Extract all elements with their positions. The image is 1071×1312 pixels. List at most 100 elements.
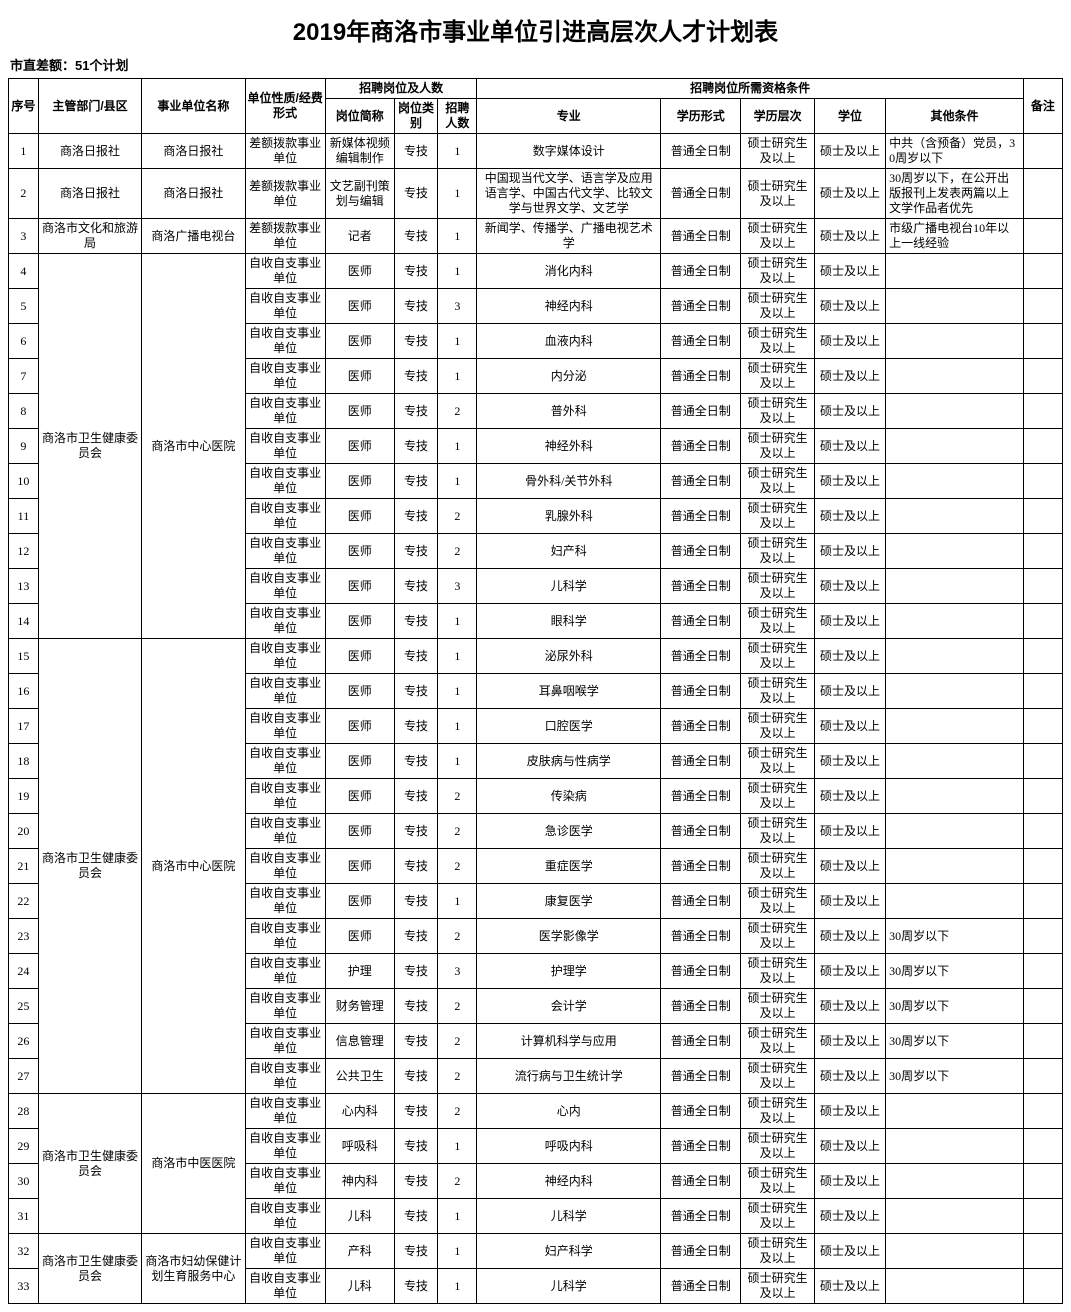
- cell-pos: 医师: [325, 884, 394, 919]
- cell-nature: 自收自支事业单位: [245, 954, 325, 989]
- cell-form: 普通全日制: [661, 604, 741, 639]
- cell-level: 硕士研究生及以上: [741, 1269, 814, 1304]
- cell-level: 硕士研究生及以上: [741, 359, 814, 394]
- cell-nature: 自收自支事业单位: [245, 394, 325, 429]
- cell-pos: 医师: [325, 534, 394, 569]
- cell-seq: 9: [9, 429, 39, 464]
- table-row: 1商洛日报社商洛日报社差额拨款事业单位新媒体视频编辑制作专技1数字媒体设计普通全…: [9, 134, 1063, 169]
- cell-note: [1023, 604, 1062, 639]
- cell-note: [1023, 534, 1062, 569]
- cell-count: 1: [438, 884, 477, 919]
- cell-form: 普通全日制: [661, 1164, 741, 1199]
- cell-pos: 医师: [325, 604, 394, 639]
- cell-other: 中共（含预备）党员，30周岁以下: [886, 134, 1024, 169]
- cell-major: 内分泌: [477, 359, 661, 394]
- cell-org: 商洛日报社: [142, 134, 245, 169]
- cell-other: [886, 604, 1024, 639]
- cell-org: 商洛日报社: [142, 169, 245, 219]
- cell-seq: 6: [9, 324, 39, 359]
- cell-degree: 硕士及以上: [814, 604, 885, 639]
- page-title: 2019年商洛市事业单位引进高层次人才计划表: [8, 12, 1063, 47]
- cell-degree: 硕士及以上: [814, 849, 885, 884]
- cell-major: 耳鼻咽喉学: [477, 674, 661, 709]
- th-edu-form: 学历形式: [661, 99, 741, 134]
- cell-level: 硕士研究生及以上: [741, 709, 814, 744]
- cell-other: [886, 1269, 1024, 1304]
- cell-level: 硕士研究生及以上: [741, 289, 814, 324]
- cell-ptype: 专技: [394, 1234, 438, 1269]
- cell-form: 普通全日制: [661, 289, 741, 324]
- cell-pos: 财务管理: [325, 989, 394, 1024]
- cell-degree: 硕士及以上: [814, 1269, 885, 1304]
- cell-count: 1: [438, 709, 477, 744]
- cell-form: 普通全日制: [661, 1234, 741, 1269]
- cell-degree: 硕士及以上: [814, 884, 885, 919]
- cell-major: 儿科学: [477, 1269, 661, 1304]
- cell-note: [1023, 709, 1062, 744]
- cell-other: [886, 499, 1024, 534]
- cell-seq: 25: [9, 989, 39, 1024]
- cell-pos: 医师: [325, 919, 394, 954]
- cell-degree: 硕士及以上: [814, 919, 885, 954]
- cell-ptype: 专技: [394, 674, 438, 709]
- cell-major: 新闻学、传播学、广播电视艺术学: [477, 219, 661, 254]
- cell-level: 硕士研究生及以上: [741, 219, 814, 254]
- cell-ptype: 专技: [394, 954, 438, 989]
- th-dept: 主管部门/县区: [38, 79, 141, 134]
- cell-level: 硕士研究生及以上: [741, 394, 814, 429]
- cell-org: 商洛市中心医院: [142, 254, 245, 639]
- cell-form: 普通全日制: [661, 394, 741, 429]
- cell-form: 普通全日制: [661, 1199, 741, 1234]
- cell-count: 1: [438, 639, 477, 674]
- cell-ptype: 专技: [394, 254, 438, 289]
- cell-seq: 11: [9, 499, 39, 534]
- cell-degree: 硕士及以上: [814, 254, 885, 289]
- cell-form: 普通全日制: [661, 534, 741, 569]
- cell-count: 1: [438, 134, 477, 169]
- cell-ptype: 专技: [394, 289, 438, 324]
- cell-pos: 医师: [325, 499, 394, 534]
- cell-seq: 30: [9, 1164, 39, 1199]
- cell-form: 普通全日制: [661, 134, 741, 169]
- cell-major: 儿科学: [477, 569, 661, 604]
- cell-major: 骨外科/关节外科: [477, 464, 661, 499]
- cell-level: 硕士研究生及以上: [741, 134, 814, 169]
- cell-nature: 自收自支事业单位: [245, 534, 325, 569]
- cell-pos: 儿科: [325, 1199, 394, 1234]
- cell-pos: 医师: [325, 779, 394, 814]
- cell-degree: 硕士及以上: [814, 1129, 885, 1164]
- cell-form: 普通全日制: [661, 499, 741, 534]
- cell-other: [886, 394, 1024, 429]
- cell-level: 硕士研究生及以上: [741, 1199, 814, 1234]
- cell-degree: 硕士及以上: [814, 639, 885, 674]
- cell-other: [886, 849, 1024, 884]
- cell-other: [886, 359, 1024, 394]
- table-row: 2商洛日报社商洛日报社差额拨款事业单位文艺副刊策划与编辑专技1中国现当代文学、语…: [9, 169, 1063, 219]
- cell-other: 市级广播电视台10年以上一线经验: [886, 219, 1024, 254]
- cell-note: [1023, 639, 1062, 674]
- cell-count: 1: [438, 324, 477, 359]
- cell-nature: 自收自支事业单位: [245, 639, 325, 674]
- cell-note: [1023, 884, 1062, 919]
- cell-level: 硕士研究生及以上: [741, 1129, 814, 1164]
- cell-level: 硕士研究生及以上: [741, 569, 814, 604]
- cell-level: 硕士研究生及以上: [741, 744, 814, 779]
- cell-other: 30周岁以下: [886, 919, 1024, 954]
- th-pos-group: 招聘岗位及人数: [325, 79, 477, 99]
- cell-ptype: 专技: [394, 1129, 438, 1164]
- cell-major: 计算机科学与应用: [477, 1024, 661, 1059]
- cell-note: [1023, 359, 1062, 394]
- cell-level: 硕士研究生及以上: [741, 1164, 814, 1199]
- cell-other: [886, 1234, 1024, 1269]
- table-row: 3商洛市文化和旅游局商洛广播电视台差额拨款事业单位记者专技1新闻学、传播学、广播…: [9, 219, 1063, 254]
- cell-count: 2: [438, 1024, 477, 1059]
- cell-nature: 自收自支事业单位: [245, 324, 325, 359]
- cell-form: 普通全日制: [661, 169, 741, 219]
- cell-count: 3: [438, 569, 477, 604]
- cell-seq: 3: [9, 219, 39, 254]
- cell-level: 硕士研究生及以上: [741, 324, 814, 359]
- cell-other: 30周岁以下: [886, 1024, 1024, 1059]
- cell-other: [886, 324, 1024, 359]
- cell-note: [1023, 1234, 1062, 1269]
- cell-pos: 心内科: [325, 1094, 394, 1129]
